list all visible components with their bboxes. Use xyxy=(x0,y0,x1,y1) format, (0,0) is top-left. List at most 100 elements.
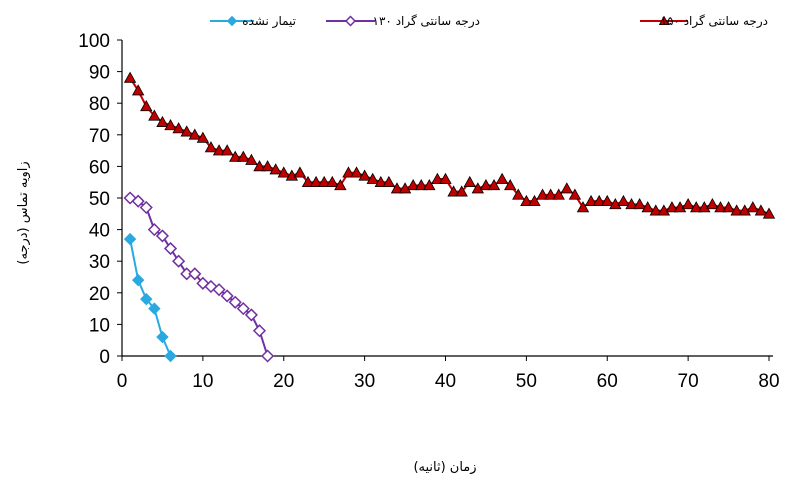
data-point xyxy=(252,324,267,338)
data-point xyxy=(520,194,533,206)
data-point xyxy=(398,182,412,194)
data-point xyxy=(657,204,671,216)
data-point xyxy=(455,185,468,197)
x-tick-label: 80 xyxy=(758,371,779,392)
data-point xyxy=(528,194,541,206)
data-point xyxy=(180,125,193,137)
data-point xyxy=(690,201,703,213)
y-tick-label: 50 xyxy=(89,189,110,210)
data-point xyxy=(463,175,476,188)
series-line xyxy=(129,197,269,357)
data-point xyxy=(504,179,517,191)
data-point xyxy=(277,166,290,178)
data-point xyxy=(285,169,299,181)
x-tick-label: 50 xyxy=(516,371,537,392)
data-point xyxy=(641,201,654,213)
legend-marker xyxy=(658,15,670,26)
data-point xyxy=(350,166,363,178)
y-tick-label: 20 xyxy=(89,284,110,305)
y-tick-label: 70 xyxy=(89,126,110,147)
data-point xyxy=(738,204,751,216)
data-point xyxy=(592,194,606,206)
data-point xyxy=(220,289,234,303)
data-point xyxy=(131,194,145,208)
data-point xyxy=(665,201,679,213)
data-point xyxy=(649,204,662,216)
series-2 xyxy=(123,191,275,363)
y-tick-label: 100 xyxy=(78,31,110,52)
data-point xyxy=(366,172,379,184)
data-point xyxy=(406,179,420,191)
data-point xyxy=(673,201,687,213)
series-1 xyxy=(123,232,177,363)
data-point xyxy=(204,141,218,153)
data-point xyxy=(334,179,347,191)
data-point xyxy=(163,241,178,256)
legend-marker xyxy=(344,15,357,27)
data-point xyxy=(237,150,250,162)
data-point xyxy=(601,194,614,206)
data-point xyxy=(148,109,161,121)
legend-label: ۱۵۰ درجه سانتی گراد xyxy=(661,14,768,29)
data-point xyxy=(309,175,323,188)
data-point xyxy=(609,197,622,210)
data-point xyxy=(301,175,315,188)
data-point xyxy=(633,197,646,210)
y-tick-label: 0 xyxy=(99,347,110,368)
data-point xyxy=(390,182,404,194)
data-point xyxy=(156,115,169,127)
series-layer xyxy=(123,71,776,363)
data-point xyxy=(172,122,185,134)
data-point xyxy=(415,179,428,191)
data-point xyxy=(447,185,460,197)
data-point xyxy=(544,188,557,200)
data-point xyxy=(358,169,371,181)
x-tick-label: 10 xyxy=(192,371,213,392)
data-point xyxy=(228,295,242,309)
data-point xyxy=(148,302,161,315)
data-point xyxy=(188,128,201,140)
data-point xyxy=(318,175,331,188)
data-point xyxy=(568,188,582,200)
legend-item-2: ۱۳۰ درجه سانتی گراد xyxy=(326,14,480,29)
data-point xyxy=(479,179,493,191)
y-tick-label: 90 xyxy=(89,63,110,84)
data-point xyxy=(212,144,226,156)
data-point xyxy=(431,172,444,184)
y-tick-label: 10 xyxy=(89,315,110,336)
data-point xyxy=(269,163,282,175)
data-point xyxy=(714,201,727,213)
data-point xyxy=(245,153,258,165)
data-point xyxy=(560,182,573,194)
data-point xyxy=(706,197,719,210)
data-point xyxy=(342,166,355,178)
data-point xyxy=(698,201,711,213)
data-point xyxy=(140,100,153,112)
data-point xyxy=(212,283,226,297)
data-point xyxy=(253,160,266,172)
data-point xyxy=(139,200,153,215)
y-axis-title: زاویه تماس (درجه) xyxy=(16,161,31,264)
data-point xyxy=(423,179,436,191)
data-point xyxy=(552,188,565,200)
data-point xyxy=(147,223,161,237)
data-point xyxy=(746,201,760,213)
data-point xyxy=(536,188,549,200)
data-point xyxy=(155,229,169,243)
legend-item-3: ۱۵۰ درجه سانتی گراد xyxy=(640,14,768,29)
data-point xyxy=(617,194,630,206)
data-point xyxy=(236,302,250,316)
axes: 0 10 20 30 40 50 60 70 80 90 100 0 10 20 30 40 50 60 70 80 xyxy=(78,31,779,392)
data-point xyxy=(244,308,258,322)
data-point xyxy=(229,150,242,162)
x-tick-label: 0 xyxy=(117,371,128,392)
data-point xyxy=(439,172,452,184)
data-point xyxy=(382,175,396,188)
x-tick-label: 70 xyxy=(678,371,699,392)
data-point xyxy=(326,175,339,188)
data-point xyxy=(164,349,177,363)
data-point xyxy=(762,207,776,219)
data-point xyxy=(156,330,169,344)
